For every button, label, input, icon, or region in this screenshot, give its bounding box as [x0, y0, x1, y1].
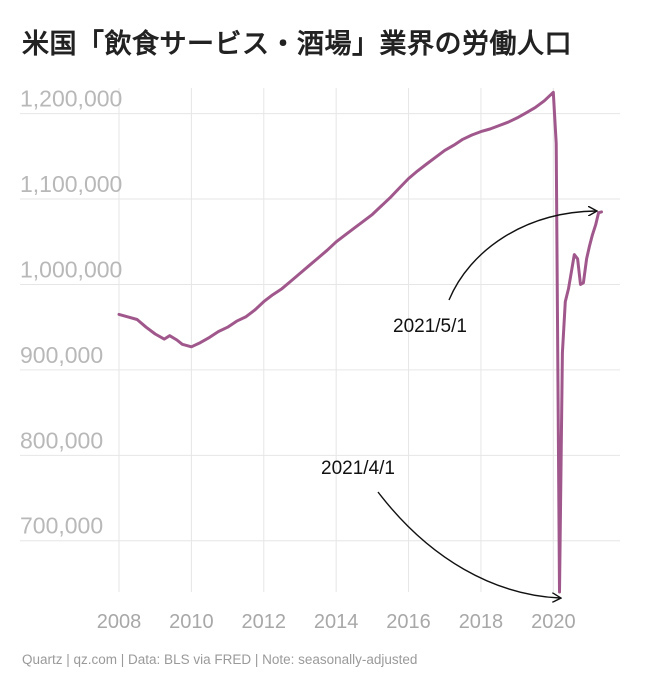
- y-tick-label: 1,000,000: [20, 256, 122, 282]
- chart-title: 米国「飲食サービス・酒場」業界の労働人口: [22, 29, 572, 60]
- y-tick-label: 1,200,000: [20, 86, 122, 112]
- line-chart: 700,000 800,000 900,000 1,000,000 1,100,000 1…: [20, 86, 620, 633]
- y-gridlines: [20, 113, 620, 542]
- annotation-label-may: 2021/5/1: [393, 316, 467, 337]
- x-tick-label: 2018: [459, 611, 504, 633]
- source-footer: Quartz | qz.com | Data: BLS via FRED | N…: [22, 652, 418, 667]
- y-tick-label: 1,100,000: [20, 171, 122, 197]
- x-tick-label: 2016: [386, 611, 431, 633]
- x-gridlines: [118, 88, 554, 592]
- annotation-arrow-april: [377, 491, 560, 598]
- y-tick-label: 900,000: [20, 342, 103, 368]
- x-tick-label: 2020: [531, 611, 576, 633]
- x-tick-label: 2012: [242, 611, 287, 633]
- y-tick-label: 700,000: [20, 513, 103, 539]
- annotation-arrow-may: [448, 211, 596, 301]
- series-line: [117, 90, 603, 594]
- x-tick-label: 2008: [97, 611, 142, 633]
- annotation-label-april: 2021/4/1: [321, 458, 395, 479]
- x-axis-labels: 2008 2010 2012 2014 2016 2018 2020: [97, 611, 576, 633]
- y-axis-labels: 700,000 800,000 900,000 1,000,000 1,100,000 1…: [20, 86, 122, 539]
- x-tick-label: 2010: [169, 611, 214, 633]
- y-tick-label: 800,000: [20, 427, 103, 453]
- x-tick-label: 2014: [314, 611, 359, 633]
